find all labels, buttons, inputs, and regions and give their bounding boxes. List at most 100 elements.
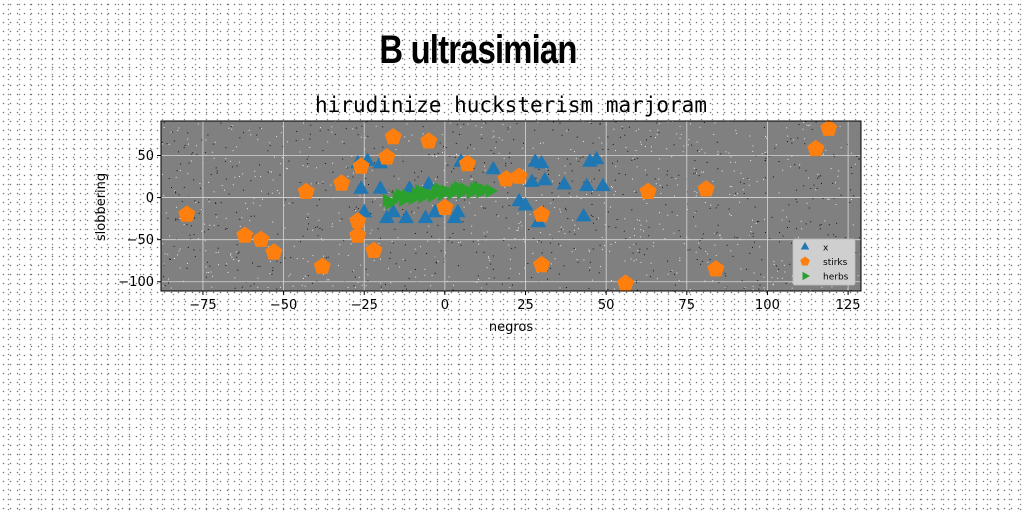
noise-dot: [368, 184, 369, 185]
noise-dot: [798, 167, 800, 169]
noise-dot: [316, 205, 318, 207]
noise-dot: [543, 205, 545, 207]
x-tick-label: 25: [517, 298, 534, 313]
noise-dot: [542, 142, 544, 144]
noise-dot: [178, 151, 179, 153]
noise-dot: [175, 176, 177, 178]
noise-dot: [574, 224, 576, 226]
noise-dot: [225, 264, 227, 266]
noise-dot: [238, 260, 240, 262]
noise-dot: [640, 261, 642, 263]
noise-dot: [612, 144, 614, 145]
noise-dot: [696, 172, 697, 174]
noise-dot: [198, 212, 200, 214]
noise-dot: [797, 137, 799, 139]
noise-dot: [388, 191, 390, 193]
noise-dot: [846, 143, 848, 145]
noise-dot: [628, 126, 630, 128]
noise-dot: [443, 261, 445, 263]
noise-dot: [498, 137, 500, 139]
noise-dot: [790, 166, 791, 168]
noise-dot: [280, 262, 282, 264]
noise-dot: [257, 277, 259, 279]
noise-dot: [855, 252, 857, 254]
noise-dot: [417, 207, 419, 209]
noise-dot: [673, 144, 675, 146]
noise-dot: [428, 225, 430, 227]
noise-dot: [698, 151, 700, 153]
noise-dot: [815, 121, 817, 123]
noise-dot: [284, 199, 286, 201]
noise-dot: [484, 169, 486, 171]
noise-dot: [707, 253, 709, 255]
noise-dot: [679, 125, 681, 127]
noise-dot: [380, 282, 382, 284]
noise-dot: [218, 251, 220, 253]
plot-frame: [160, 120, 862, 292]
noise-dot: [640, 224, 642, 226]
noise-dot: [168, 178, 170, 179]
noise-dot: [778, 241, 780, 243]
noise-dot: [267, 286, 269, 288]
noise-dot: [495, 141, 497, 143]
data-point: [427, 203, 443, 218]
noise-dot: [698, 175, 700, 177]
noise-dot: [778, 161, 780, 162]
noise-dot: [358, 276, 360, 278]
data-point: [458, 154, 476, 172]
noise-dot: [276, 190, 278, 191]
noise-dot: [538, 240, 540, 242]
noise-dot: [858, 158, 860, 160]
noise-dot: [371, 170, 373, 172]
noise-dot: [493, 135, 495, 137]
x-tick-label: 125: [836, 298, 861, 313]
noise-dot: [602, 148, 604, 150]
noise-dot: [271, 192, 273, 194]
noise-dot: [763, 276, 765, 278]
noise-dot: [662, 228, 664, 230]
noise-dot: [667, 170, 669, 172]
noise-dot: [307, 275, 309, 276]
noise-dot: [733, 170, 735, 172]
noise-dot: [749, 233, 751, 235]
data-point: [436, 198, 454, 215]
noise-dot: [224, 160, 226, 162]
noise-dot: [700, 248, 702, 250]
noise-dot: [601, 236, 603, 238]
noise-dot: [650, 136, 652, 138]
noise-dot: [186, 267, 188, 269]
data-point: [533, 154, 550, 169]
noise-dot: [361, 284, 363, 286]
noise-dot: [690, 123, 691, 125]
noise-dot: [652, 245, 654, 247]
noise-dot: [199, 249, 201, 251]
noise-dot: [524, 241, 526, 243]
noise-dot: [734, 161, 736, 163]
noise-dot: [322, 150, 324, 152]
noise-dot: [554, 207, 556, 209]
noise-dot: [764, 289, 765, 291]
noise-dot: [439, 142, 441, 144]
noise-dot: [616, 160, 618, 162]
noise-dot: [537, 241, 538, 243]
noise-dot: [812, 198, 814, 200]
noise-dot: [601, 142, 603, 144]
data-point: [353, 180, 369, 194]
noise-dot: [193, 179, 195, 181]
noise-dot: [501, 139, 503, 141]
data-point: [556, 176, 572, 190]
noise-dot: [823, 153, 824, 155]
noise-dot: [443, 221, 445, 223]
noise-dot: [271, 273, 273, 275]
noise-dot: [730, 161, 731, 163]
noise-dot: [560, 245, 562, 247]
noise-dot: [375, 125, 377, 127]
noise-dot: [307, 213, 309, 215]
noise-dot: [453, 284, 454, 286]
noise-dot: [276, 288, 278, 290]
noise-dot: [754, 206, 756, 208]
noise-dot: [824, 220, 826, 222]
noise-dot: [177, 219, 179, 221]
noise-dot: [175, 218, 177, 220]
noise-dot: [169, 235, 171, 237]
